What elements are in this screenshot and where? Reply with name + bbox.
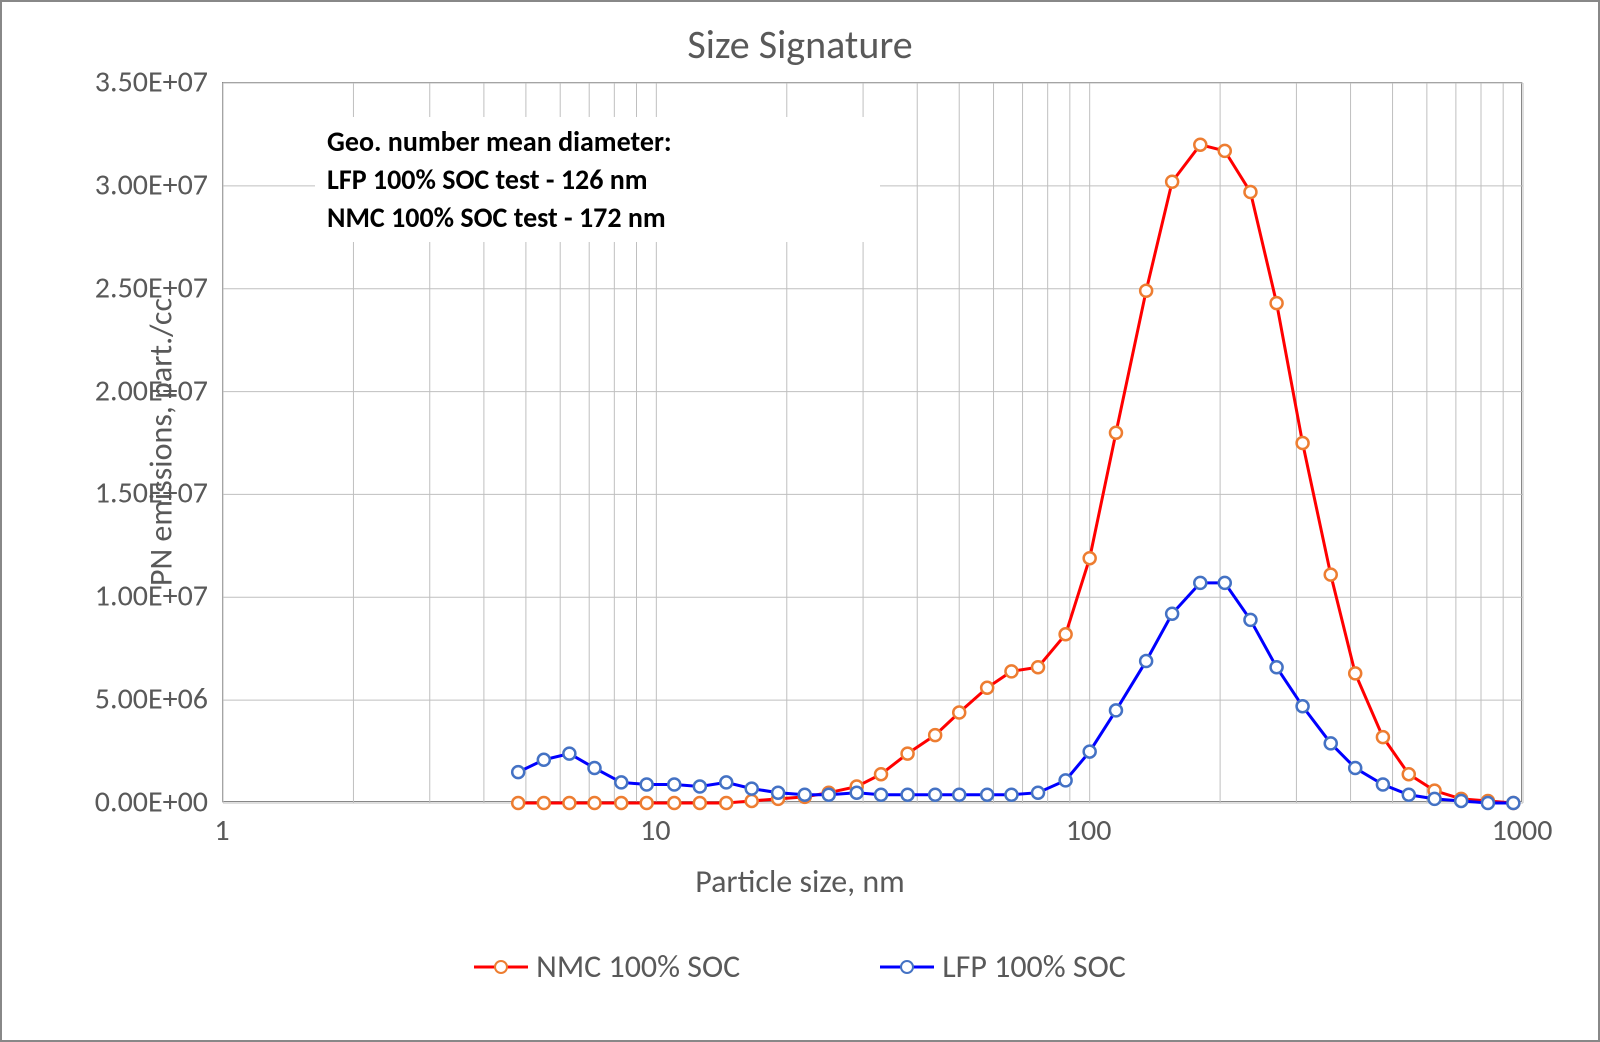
x-tick-label: 10 (640, 812, 670, 849)
annotation-box: Geo. number mean diameter: LFP 100% SOC … (315, 117, 880, 242)
legend-item-nmc: NMC 100% SOC (474, 947, 740, 986)
legend-label: NMC 100% SOC (536, 947, 740, 986)
annotation-line: NMC 100% SOC test - 172 nm (327, 199, 868, 237)
y-axis-title: PN emissions, part./cc (141, 298, 180, 586)
x-axis-title: Particle size, nm (2, 862, 1598, 901)
x-tick-label: 100 (1066, 812, 1112, 849)
y-tick-label: 1.50E+07 (28, 475, 208, 512)
y-tick-label: 1.00E+07 (28, 578, 208, 615)
y-tick-label: 2.00E+07 (28, 372, 208, 409)
annotation-line: Geo. number mean diameter: (327, 123, 868, 161)
y-tick-label: 5.00E+06 (28, 681, 208, 718)
annotation-line: LFP 100% SOC test - 126 nm (327, 161, 868, 199)
chart-container: Size Signature PN emissions, part./cc 0.… (0, 0, 1600, 1042)
x-tick-label: 1 (214, 812, 229, 849)
legend-item-lfp: LFP 100% SOC (880, 947, 1126, 986)
y-tick-label: 3.00E+07 (28, 166, 208, 203)
y-tick-label: 2.50E+07 (28, 269, 208, 306)
y-tick-label: 0.00E+00 (28, 784, 208, 821)
chart-title: Size Signature (2, 20, 1598, 69)
legend-swatch-lfp (880, 955, 934, 979)
legend-label: LFP 100% SOC (942, 947, 1126, 986)
legend: NMC 100% SOC LFP 100% SOC (2, 947, 1598, 986)
x-tick-label: 1000 (1492, 812, 1553, 849)
legend-swatch-nmc (474, 955, 528, 979)
y-tick-label: 3.50E+07 (28, 64, 208, 101)
